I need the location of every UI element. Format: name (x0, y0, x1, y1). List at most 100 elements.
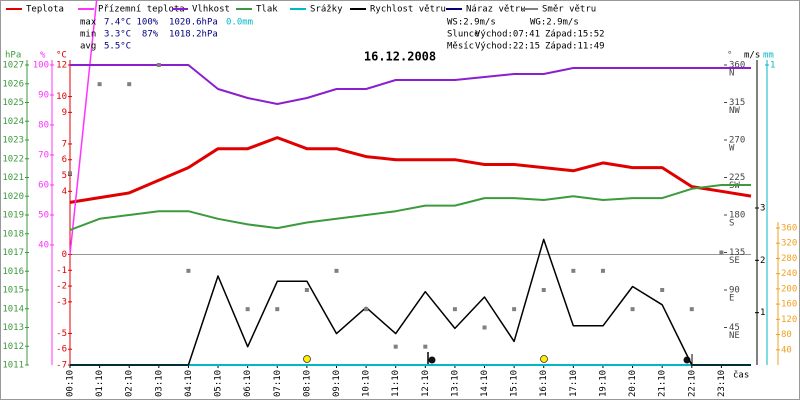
info-text: WG:2.9m/s (530, 18, 579, 28)
tick-label: 40 (38, 241, 49, 251)
x-tick-label: 12:10 (421, 370, 431, 397)
tick-label: 280 (781, 254, 797, 264)
tick-label: 60 (38, 181, 49, 191)
legend-label: Přízemní teplota (98, 5, 185, 15)
tick-label: 10 (56, 92, 67, 102)
x-tick-label: 17:10 (569, 370, 579, 397)
legend-label: Srážky (310, 5, 343, 15)
x-tick-label: 23:10 (717, 370, 727, 397)
info-text: Slunce (447, 30, 480, 40)
tick-label: 40 (781, 345, 792, 355)
x-tick-label: 19:10 (598, 370, 608, 397)
x-tick-label: 06:10 (243, 370, 253, 397)
direction-point (156, 63, 161, 67)
x-tick-label: 08:10 (302, 370, 312, 397)
tick-label: 225 (729, 173, 745, 183)
direction-point (245, 307, 250, 312)
tick-label: 360 (781, 224, 797, 234)
tick-label: 1027 (2, 61, 24, 71)
legend-label: Tlak (256, 5, 278, 15)
tick-label: 1021 (2, 173, 24, 183)
tick-name: S (729, 219, 734, 229)
info-text: Západ:15:52 (545, 30, 605, 40)
chart-title: 16.12.2008 (364, 50, 436, 64)
tick-label: 7 (62, 139, 67, 149)
tick-label: 1017 (2, 248, 24, 258)
series-line (69, 136, 752, 204)
x-tick-label: 13:10 (450, 370, 460, 397)
series-line (69, 184, 751, 231)
tick-label: 180 (729, 211, 745, 221)
x-tick-label: 01:10 (95, 370, 105, 397)
sun-moon-icons (303, 352, 693, 365)
tick-label: 100 (33, 61, 49, 71)
tick-label: 315 (729, 98, 745, 108)
tick-label: 1018 (2, 229, 24, 239)
tick-label: 9 (62, 108, 67, 118)
direction-point (97, 82, 102, 87)
direction-point (452, 307, 457, 312)
tick-label: 6 (62, 155, 67, 165)
tick-name: E (729, 294, 734, 304)
tick-label: 45 (729, 323, 740, 333)
tick-label: 1016 (2, 267, 24, 277)
direction-point (660, 288, 665, 292)
direction-point (334, 268, 339, 273)
tick-label: 1013 (2, 323, 24, 333)
x-tick-label: 10:10 (362, 370, 372, 397)
direction-point (512, 307, 517, 312)
tick-label: -7 (56, 361, 67, 371)
series-line (70, 238, 751, 366)
series-line (70, 64, 751, 105)
tick-label: 1011 (2, 361, 24, 371)
x-tick-label: 04:10 (184, 370, 194, 397)
tick-name: NE (729, 331, 740, 341)
tick-label: 1024 (2, 117, 24, 127)
axis-label: mm (763, 51, 774, 61)
sun-icon (540, 355, 548, 363)
tick-label: 90 (729, 286, 740, 296)
tick-label: 1023 (2, 136, 24, 146)
direction-point (393, 344, 398, 349)
tick-label: -1 (56, 266, 67, 276)
tick-label: 0 (62, 250, 67, 260)
tick-label: 240 (781, 269, 797, 279)
info-text: Západ:11:49 (545, 42, 605, 52)
legend-label: Směr větru (542, 5, 596, 15)
x-tick-label: 02:10 (125, 370, 135, 397)
tick-label: 80 (38, 121, 49, 131)
tick-label: 1 (770, 61, 775, 71)
tick-label: 1015 (2, 286, 24, 296)
info-text: Východ:07:41 (475, 30, 540, 40)
legend-label: Teplota (26, 5, 64, 15)
direction-point (304, 288, 309, 292)
info-text: WS:2.9m/s (447, 18, 496, 28)
x-tick-label: 16:10 (539, 370, 549, 397)
tick-label: -6 (56, 345, 67, 355)
tick-label: 50 (38, 211, 49, 221)
stat-values: 3.3°C 87% 1018.2hPa (104, 30, 218, 40)
x-tick-label: 11:10 (391, 370, 401, 397)
x-axis-label: čas (733, 370, 749, 381)
tick-label: 80 (781, 330, 792, 340)
tick-label: 1019 (2, 211, 24, 221)
tick-label: 320 (781, 239, 797, 249)
tick-label: 160 (781, 300, 797, 310)
tick-label: -5 (56, 329, 67, 339)
direction-point (127, 82, 132, 87)
stat-rain: 0.0mm (226, 18, 253, 28)
x-tick-label: 05:10 (214, 370, 224, 397)
sun-icon (303, 355, 311, 363)
stat-label: max (80, 18, 97, 28)
tick-label: 2 (760, 256, 765, 266)
tick-label: -3 (56, 297, 67, 307)
tick-label: 1022 (2, 154, 24, 164)
direction-point (275, 307, 280, 312)
tick-label: 70 (38, 151, 49, 161)
direction-point (689, 307, 694, 312)
tick-label: 360 (729, 61, 745, 71)
axis-label: ° (727, 51, 732, 61)
direction-point (719, 250, 724, 255)
direction-point (364, 307, 369, 312)
